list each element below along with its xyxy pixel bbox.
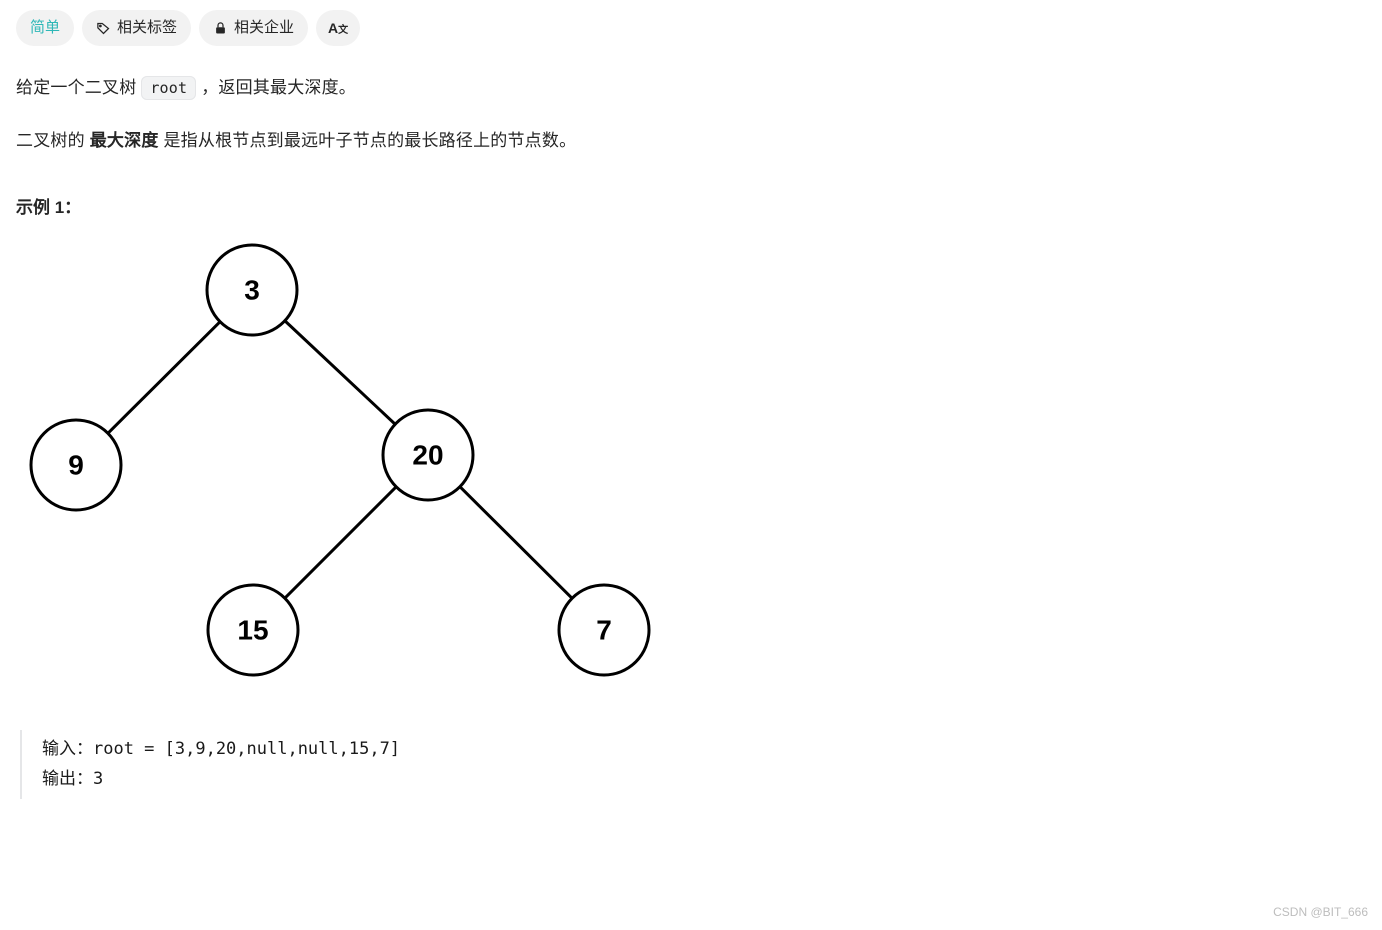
tags-pill[interactable]: 相关标签 — [82, 10, 191, 46]
tags-pill-label: 相关标签 — [117, 16, 177, 40]
svg-text:3: 3 — [244, 274, 260, 305]
desc-paragraph-2: 二叉树的 最大深度 是指从根节点到最远叶子节点的最长路径上的节点数。 — [16, 127, 1366, 154]
svg-text:7: 7 — [596, 614, 612, 645]
tree-diagram: 3 9 20 15 7 — [16, 240, 656, 690]
pill-row: 简单 相关标签 相关企业 A文 — [16, 10, 1366, 46]
translate-pill[interactable]: A文 — [316, 10, 360, 46]
example-output-line: 输出：3 — [42, 764, 1366, 795]
svg-text:20: 20 — [412, 439, 443, 470]
translate-icon: A文 — [328, 17, 348, 39]
tag-icon — [96, 21, 111, 36]
companies-pill[interactable]: 相关企业 — [199, 10, 308, 46]
desc-paragraph-1: 给定一个二叉树 root ，返回其最大深度。 — [16, 74, 1366, 101]
difficulty-pill[interactable]: 简单 — [16, 10, 74, 46]
watermark: CSDN @BIT_666 — [1273, 903, 1368, 922]
companies-pill-label: 相关企业 — [234, 16, 294, 40]
example-input-line: 输入：root = [3,9,20,null,null,15,7] — [42, 734, 1366, 765]
example-io-block: 输入：root = [3,9,20,null,null,15,7] 输出：3 — [20, 730, 1366, 799]
svg-text:15: 15 — [237, 614, 268, 645]
svg-text:9: 9 — [68, 449, 84, 480]
problem-description: 给定一个二叉树 root ，返回其最大深度。 二叉树的 最大深度 是指从根节点到… — [16, 74, 1366, 154]
lock-icon — [213, 21, 228, 36]
example-1-title: 示例 1： — [16, 194, 1366, 221]
root-code: root — [141, 76, 196, 100]
